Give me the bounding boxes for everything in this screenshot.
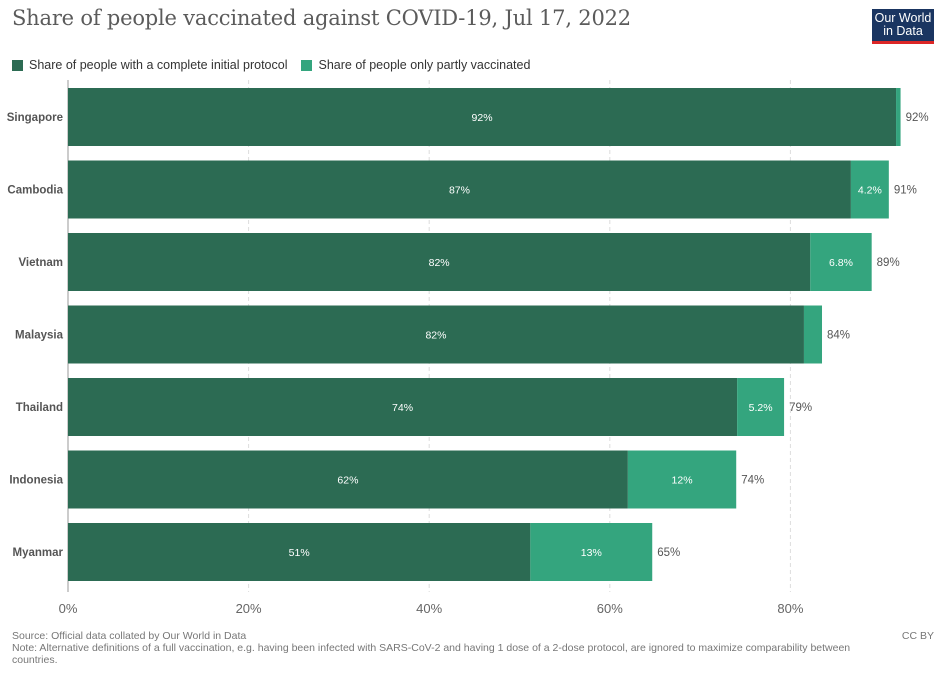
bar-label-complete: 82% [429,257,450,269]
category-label: Singapore [7,112,63,124]
bar-complete [68,450,628,509]
bar-label-complete: 82% [425,330,446,342]
bar-label-partial: 4.2% [858,185,882,197]
source-note: Source: Official data collated by Our Wo… [12,630,247,642]
x-tick-label: 0% [59,601,78,616]
bar-label-partial: 6.8% [829,257,853,269]
bar-partial [850,160,889,219]
x-tick-label: 20% [236,601,262,616]
x-tick-label: 60% [597,601,623,616]
license-text[interactable]: CC BY [901,630,934,642]
bar-label-complete: 74% [392,402,413,414]
bar-total-label: 92% [906,112,929,124]
legend-swatch-complete [12,59,23,71]
legend-label-complete: Share of people with a complete initial … [29,58,288,72]
category-label: Thailand [16,402,63,414]
bar-total-label: 74% [741,475,764,487]
bar-label-complete: 62% [337,475,358,487]
x-tick-label: 40% [416,601,442,616]
bar-partial [896,88,901,146]
bar-partial [530,523,653,581]
bar-complete [68,523,531,581]
bar-complete [68,88,897,146]
bar-partial [627,450,737,509]
category-label: Myanmar [13,547,64,559]
bar-complete [68,305,804,364]
bar-label-complete: 92% [472,112,493,124]
bar-label-partial: 12% [672,475,693,487]
logo-line-2: in Data [883,24,923,38]
bar-total-label: 89% [877,257,900,269]
legend-item-complete[interactable]: Share of people with a complete initial … [12,58,287,72]
bar-complete [68,378,738,436]
bar-partial [810,233,872,291]
category-label: Vietnam [18,257,63,269]
legend-item-partial[interactable]: Share of people only partly vaccinated [301,58,530,72]
bar-total-label: 79% [789,402,812,414]
bar-total-label: 65% [657,547,680,559]
bar-total-label: 91% [894,185,917,197]
category-label: Malaysia [15,330,64,342]
bar-complete [68,233,811,291]
category-label: Indonesia [9,475,63,487]
bar-complete [68,160,851,219]
chart-title: Share of people vaccinated against COVID… [12,6,631,30]
logo-line-1: Our World [874,11,932,25]
bar-label-partial: 5.2% [749,402,773,414]
bar-label-complete: 87% [449,185,470,197]
x-tick-label: 80% [777,601,803,616]
bar-label-complete: 51% [289,547,310,559]
legend-label-partial: Share of people only partly vaccinated [318,58,531,72]
category-label: Cambodia [7,185,63,197]
bar-total-label: 84% [827,330,850,342]
legend-swatch-partial [301,59,313,71]
legend: Share of people with a complete initial … [12,58,530,72]
logo-accent-bar [872,41,934,44]
bar-partial [803,305,823,364]
bar-partial [737,378,785,436]
methodology-note: Note: Alternative definitions of a full … [12,642,851,666]
owid-logo[interactable]: Our World in Data [872,9,934,44]
bar-label-partial: 13% [581,547,602,559]
chart-footer: Source: Official data collated by Our Wo… [12,630,892,666]
